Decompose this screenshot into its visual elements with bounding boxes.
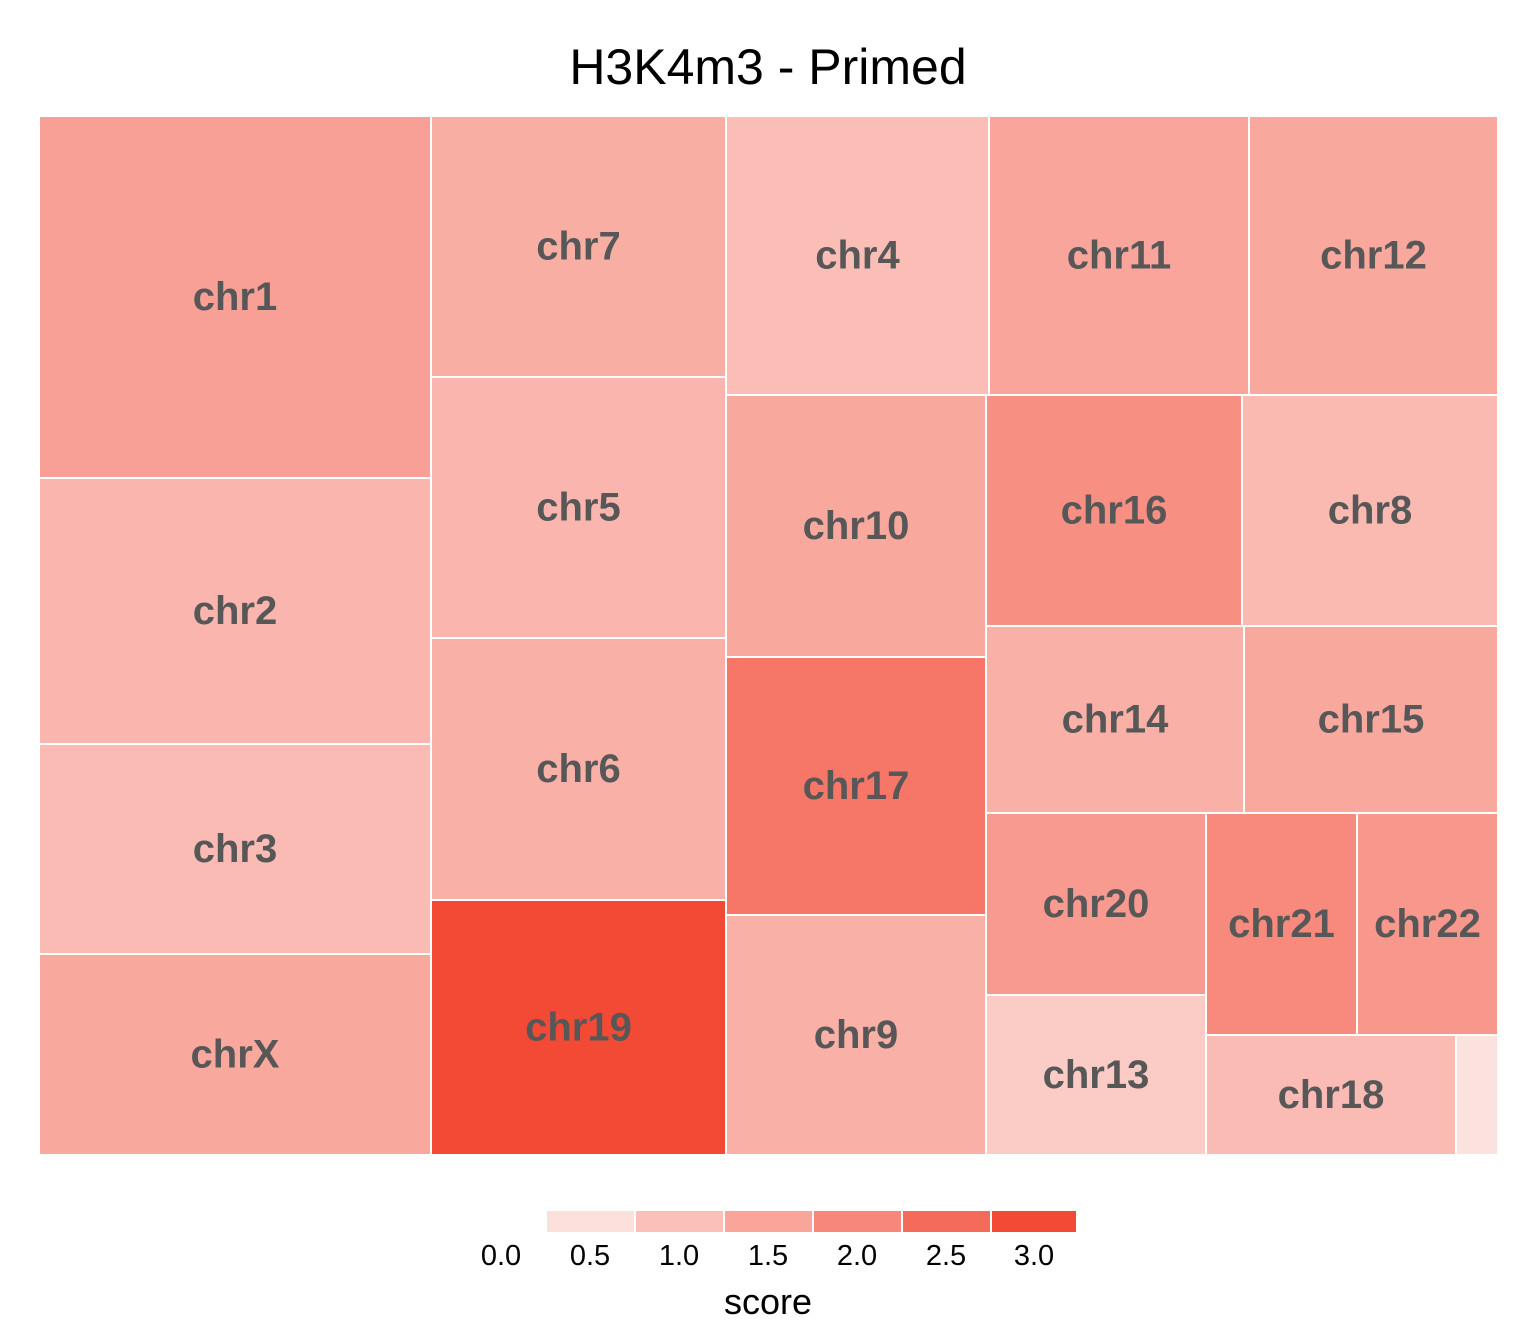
tile-chr6: chr6 bbox=[432, 639, 725, 899]
tile-label-chr18: chr18 bbox=[1278, 1073, 1385, 1117]
tile-label-chr22: chr22 bbox=[1374, 902, 1481, 946]
tile-rect-chr15 bbox=[1245, 627, 1497, 812]
tile-rect-chr17 bbox=[727, 658, 985, 914]
tile-rect-chr9 bbox=[727, 916, 985, 1154]
tile-chr17: chr17 bbox=[727, 658, 985, 914]
tile-label-chr6: chr6 bbox=[536, 747, 621, 791]
tile-label-chr14: chr14 bbox=[1062, 698, 1169, 742]
treemap-tiles: chr1 chr2 chr3 chrX chr7 chr5 chr6 chr19 chr4 chr… bbox=[40, 117, 1497, 1154]
tile-rect-chr18 bbox=[1207, 1036, 1455, 1154]
tile-label-chr2: chr2 bbox=[193, 589, 278, 633]
tile-chr18: chr18 bbox=[1207, 1036, 1455, 1154]
tile-unlabeled bbox=[1457, 1036, 1497, 1154]
tile-rect-chr1 bbox=[40, 117, 430, 477]
tile-label-chr1: chr1 bbox=[193, 275, 278, 319]
legend-swatch bbox=[814, 1211, 901, 1232]
legend-tick-label: 0.5 bbox=[570, 1240, 610, 1272]
tile-label-chr13: chr13 bbox=[1043, 1053, 1150, 1097]
tile-chr7: chr7 bbox=[432, 117, 725, 376]
tile-label-chr17: chr17 bbox=[803, 764, 910, 808]
tile-chr14: chr14 bbox=[987, 627, 1243, 812]
tile-chr15: chr15 bbox=[1245, 627, 1497, 812]
legend-swatch bbox=[725, 1211, 812, 1232]
legend-ticks: 0.0 0.5 1.0 1.5 2.0 2.5 3.0 bbox=[481, 1240, 1054, 1272]
tile-label-chr7: chr7 bbox=[536, 225, 621, 269]
tile-chr13: chr13 bbox=[987, 996, 1205, 1154]
tile-label-chr19: chr19 bbox=[525, 1006, 632, 1050]
tile-chr1: chr1 bbox=[40, 117, 430, 477]
tile-rect-chr5 bbox=[432, 378, 725, 637]
tile-rect-chr10 bbox=[727, 396, 985, 656]
tile-label-chr16: chr16 bbox=[1061, 489, 1168, 533]
tile-rect-chr12 bbox=[1250, 117, 1497, 394]
tile-rect-chr7 bbox=[432, 117, 725, 376]
legend-swatch bbox=[903, 1211, 990, 1232]
tile-rect-chr8 bbox=[1243, 396, 1497, 625]
tile-rect-chr2 bbox=[40, 479, 430, 743]
tile-label-chr10: chr10 bbox=[803, 504, 910, 548]
tile-rect-chrX bbox=[40, 955, 430, 1154]
tile-rect-unlabeled bbox=[1457, 1036, 1497, 1154]
tile-chr10: chr10 bbox=[727, 396, 985, 656]
tile-chr3: chr3 bbox=[40, 745, 430, 953]
tile-chrX: chrX bbox=[40, 955, 430, 1154]
tile-label-chr11: chr11 bbox=[1067, 234, 1172, 278]
tile-label-chr12: chr12 bbox=[1320, 234, 1427, 278]
tile-chr21: chr21 bbox=[1207, 814, 1356, 1034]
tile-rect-chr4 bbox=[727, 117, 988, 394]
tile-chr16: chr16 bbox=[987, 396, 1241, 625]
tile-chr12: chr12 bbox=[1250, 117, 1497, 394]
tile-label-chr5: chr5 bbox=[536, 486, 621, 530]
tile-chr5: chr5 bbox=[432, 378, 725, 637]
tile-chr22: chr22 bbox=[1358, 814, 1497, 1034]
tile-label-chr9: chr9 bbox=[814, 1013, 899, 1057]
chart-title: H3K4m3 - Primed bbox=[569, 39, 967, 95]
legend-swatch bbox=[547, 1211, 634, 1232]
tile-chr19: chr19 bbox=[432, 901, 725, 1154]
legend-swatch bbox=[992, 1211, 1076, 1232]
legend-swatch bbox=[636, 1211, 723, 1232]
legend-tick-label: 1.0 bbox=[659, 1240, 699, 1272]
color-legend: 0.0 0.5 1.0 1.5 2.0 2.5 3.0 score bbox=[481, 1211, 1076, 1322]
tile-label-chr15: chr15 bbox=[1318, 698, 1425, 742]
tile-rect-chr6 bbox=[432, 639, 725, 899]
tile-label-chr8: chr8 bbox=[1328, 489, 1413, 533]
legend-tick-label: 0.0 bbox=[481, 1240, 521, 1272]
tile-label-chr21: chr21 bbox=[1228, 902, 1335, 946]
tile-label-chr3: chr3 bbox=[193, 827, 278, 871]
tile-chr20: chr20 bbox=[987, 814, 1205, 994]
tile-chr4: chr4 bbox=[727, 117, 988, 394]
legend-tick-label: 1.5 bbox=[748, 1240, 788, 1272]
tile-rect-chr22 bbox=[1358, 814, 1497, 1034]
tile-rect-chr13 bbox=[987, 996, 1205, 1154]
tile-label-chr4: chr4 bbox=[815, 234, 900, 278]
tile-chr11: chr11 bbox=[990, 117, 1248, 394]
tile-rect-chr16 bbox=[987, 396, 1241, 625]
tile-label-chr20: chr20 bbox=[1043, 882, 1150, 926]
tile-chr2: chr2 bbox=[40, 479, 430, 743]
legend-tick-label: 2.0 bbox=[837, 1240, 877, 1272]
tile-rect-chr3 bbox=[40, 745, 430, 953]
legend-tick-label: 2.5 bbox=[926, 1240, 966, 1272]
tile-label-chrX: chrX bbox=[191, 1033, 280, 1077]
tile-rect-chr21 bbox=[1207, 814, 1356, 1034]
tile-chr8: chr8 bbox=[1243, 396, 1497, 625]
tile-rect-chr11 bbox=[990, 117, 1248, 394]
tile-chr9: chr9 bbox=[727, 916, 985, 1154]
legend-tick-label: 3.0 bbox=[1014, 1240, 1054, 1272]
legend-colorbar bbox=[547, 1211, 1076, 1232]
tile-rect-chr19 bbox=[432, 901, 725, 1154]
legend-title: score bbox=[724, 1281, 812, 1322]
tile-rect-chr14 bbox=[987, 627, 1243, 812]
tile-rect-chr20 bbox=[987, 814, 1205, 994]
